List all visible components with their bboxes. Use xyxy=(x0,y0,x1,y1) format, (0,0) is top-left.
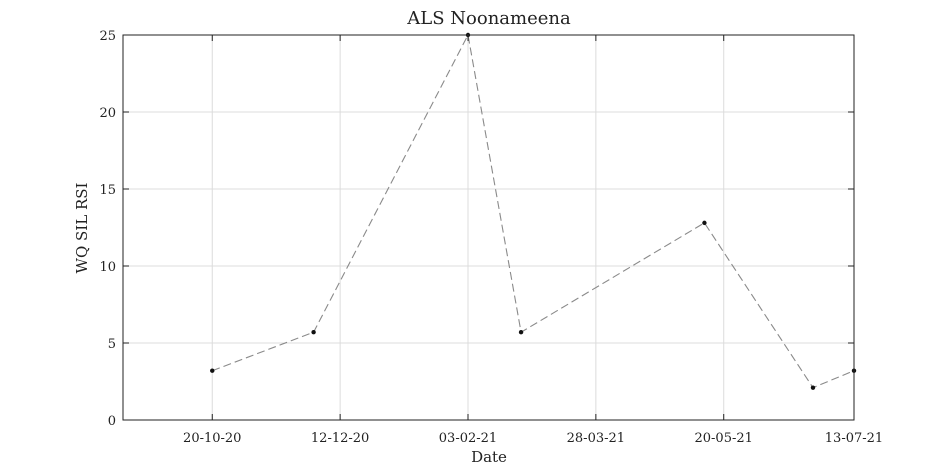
data-point xyxy=(702,221,706,225)
grid xyxy=(123,35,854,420)
series-line xyxy=(212,35,854,388)
y-axis-label: WQ SIL RSI xyxy=(73,182,91,273)
ticks: 0 5 10 15 20 25 20-10-20 12-12-20 03-02-21 28-03-… xyxy=(99,29,883,446)
y-tick-label: 5 xyxy=(108,337,116,352)
y-tick-label: 0 xyxy=(108,414,116,429)
y-tick-label: 10 xyxy=(99,260,116,275)
x-tick-label: 13-07-21 xyxy=(825,431,883,446)
x-axis-label: Date xyxy=(471,448,507,466)
data-point xyxy=(811,385,815,389)
x-tick-label: 28-03-21 xyxy=(567,431,625,446)
y-tick-label: 15 xyxy=(99,183,116,198)
x-tick-label: 20-10-20 xyxy=(183,431,241,446)
data-point xyxy=(311,330,315,334)
x-tick-label: 20-05-21 xyxy=(695,431,753,446)
x-tick-label: 03-02-21 xyxy=(439,431,497,446)
data-point xyxy=(210,369,214,373)
y-tick-label: 25 xyxy=(99,29,116,44)
chart-title: ALS Noonameena xyxy=(406,8,571,29)
axes-frame xyxy=(123,35,854,420)
y-tick-label: 20 xyxy=(99,106,116,121)
data-point xyxy=(519,330,523,334)
x-tick-label: 12-12-20 xyxy=(311,431,369,446)
series-layer xyxy=(210,33,856,390)
